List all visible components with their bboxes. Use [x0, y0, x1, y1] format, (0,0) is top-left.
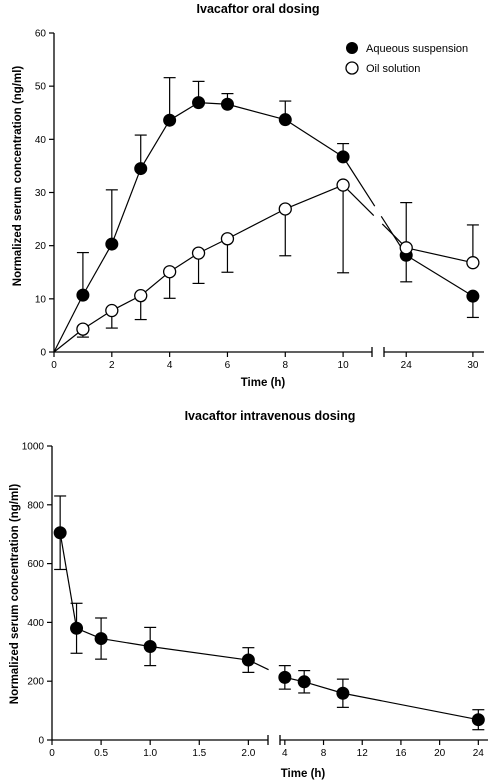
chart-oral-ylabel: Normalized serum concentration (ng/ml) [12, 66, 24, 287]
iv-point-filled [94, 632, 108, 646]
oral-point-filled [466, 289, 480, 303]
iv-series-line [150, 645, 249, 661]
iv-y-tick-label: 1000 [22, 442, 45, 453]
iv-x-tick-label: 12 [357, 748, 369, 759]
oral-point-open [466, 256, 480, 270]
iv-point-filled [70, 621, 84, 635]
oral-x-tick-label: 4 [167, 360, 173, 371]
oral-point-filled [220, 97, 234, 111]
iv-y-tick-label: 400 [27, 618, 44, 629]
oral-x-tick-label: 0 [51, 360, 57, 371]
iv-x-tick-label: 1.5 [192, 748, 206, 759]
iv-series-line [342, 692, 479, 721]
iv-x-tick-label: 24 [473, 748, 485, 759]
oral-y-tick-label: 30 [35, 188, 47, 199]
iv-point-filled [336, 686, 350, 700]
oral-point-filled [76, 288, 90, 302]
oral-y-tick-label: 50 [35, 82, 47, 93]
oral-point-open [399, 241, 413, 255]
iv-series-line [304, 681, 344, 694]
oral-series-line [82, 243, 113, 296]
chart-iv-xlabel: Time (h) [281, 768, 326, 780]
chart-iv: Ivacaftor intravenous dosing Normalized … [9, 409, 488, 780]
iv-point-filled [241, 653, 255, 667]
chart-iv-title: Ivacaftor intravenous dosing [185, 409, 356, 423]
iv-x-tick-label: 0.5 [94, 748, 108, 759]
oral-point-filled [192, 96, 206, 110]
oral-series-line [53, 294, 84, 353]
oral-x-tick-label: 6 [225, 360, 231, 371]
iv-y-tick-label: 600 [27, 559, 44, 570]
oral-series-line [284, 119, 344, 158]
iv-point-filled [143, 640, 157, 654]
iv-point-filled [53, 526, 67, 540]
chart-oral-data [53, 77, 480, 353]
iv-point-filled [278, 670, 292, 684]
oral-point-open [278, 202, 292, 216]
oral-point-open [220, 232, 235, 246]
chart-iv-axes: 0 200 400 600 800 1000 0 0.5 1.0 1.5 2.0 4 8 12 16 20 24 [22, 442, 488, 759]
oral-y-tick-label: 10 [35, 294, 47, 305]
oral-y-tick-label: 20 [35, 241, 47, 252]
oral-point-filled [134, 162, 148, 176]
oral-series-line [406, 247, 474, 264]
oral-point-open [336, 178, 350, 192]
oral-y-tick-label: 60 [35, 29, 47, 40]
oral-point-open [191, 246, 206, 260]
oral-point-filled [163, 113, 177, 127]
oral-x-tick-label: 10 [338, 360, 350, 371]
oral-point-open [162, 265, 177, 279]
iv-x-tick-label: 2.0 [241, 748, 255, 759]
oral-point-open [105, 303, 119, 318]
oral-point-filled [336, 150, 350, 164]
chart-oral-title: Ivacaftor oral dosing [197, 2, 320, 16]
iv-y-tick-label: 200 [27, 677, 44, 688]
oral-x-tick-label: 30 [467, 360, 479, 371]
iv-x-tick-label: 0 [49, 748, 55, 759]
oral-x-tick-label: 24 [401, 360, 413, 371]
iv-x-tick-label: 16 [395, 748, 407, 759]
oral-x-tick-label: 2 [109, 360, 115, 371]
chart-oral-legend: Aqueous suspension Oil solution [345, 42, 468, 75]
oral-point-open [76, 322, 90, 336]
oral-series-line [342, 156, 376, 207]
iv-series-line [100, 637, 151, 648]
iv-point-filled [297, 675, 311, 689]
iv-x-tick-label: 20 [434, 748, 446, 759]
iv-x-tick-label: 4 [282, 748, 288, 759]
oral-series-line [227, 208, 286, 240]
oral-series-line [111, 168, 142, 245]
oral-x-tick-label: 8 [282, 360, 288, 371]
oral-series-line [227, 103, 286, 121]
oral-point-open [134, 288, 148, 303]
iv-x-tick-label: 8 [321, 748, 327, 759]
iv-y-tick-label: 800 [27, 500, 44, 511]
oral-series-line [285, 184, 344, 210]
oral-y-tick-label: 0 [40, 348, 46, 359]
iv-series-line [59, 532, 78, 629]
legend-marker-open [345, 61, 359, 75]
legend-marker-filled [346, 42, 358, 54]
iv-point-filled [471, 713, 485, 727]
chart-oral: Ivacaftor oral dosing Normalized serum c… [12, 2, 484, 389]
oral-point-filled [105, 237, 119, 251]
chart-iv-data [53, 495, 485, 731]
oral-series-line [140, 119, 171, 169]
iv-y-tick-label: 0 [38, 736, 44, 747]
oral-series-line [342, 184, 375, 216]
oral-series-line [405, 254, 474, 297]
chart-oral-xlabel: Time (h) [241, 377, 286, 389]
chart-iv-ylabel: Normalized serum concentration (ng/ml) [9, 484, 21, 705]
legend-label: Oil solution [366, 63, 420, 75]
oral-y-tick-label: 40 [35, 135, 47, 146]
oral-point-filled [278, 113, 292, 127]
iv-x-tick-label: 1.0 [143, 748, 157, 759]
legend-label: Aqueous suspension [366, 43, 468, 55]
